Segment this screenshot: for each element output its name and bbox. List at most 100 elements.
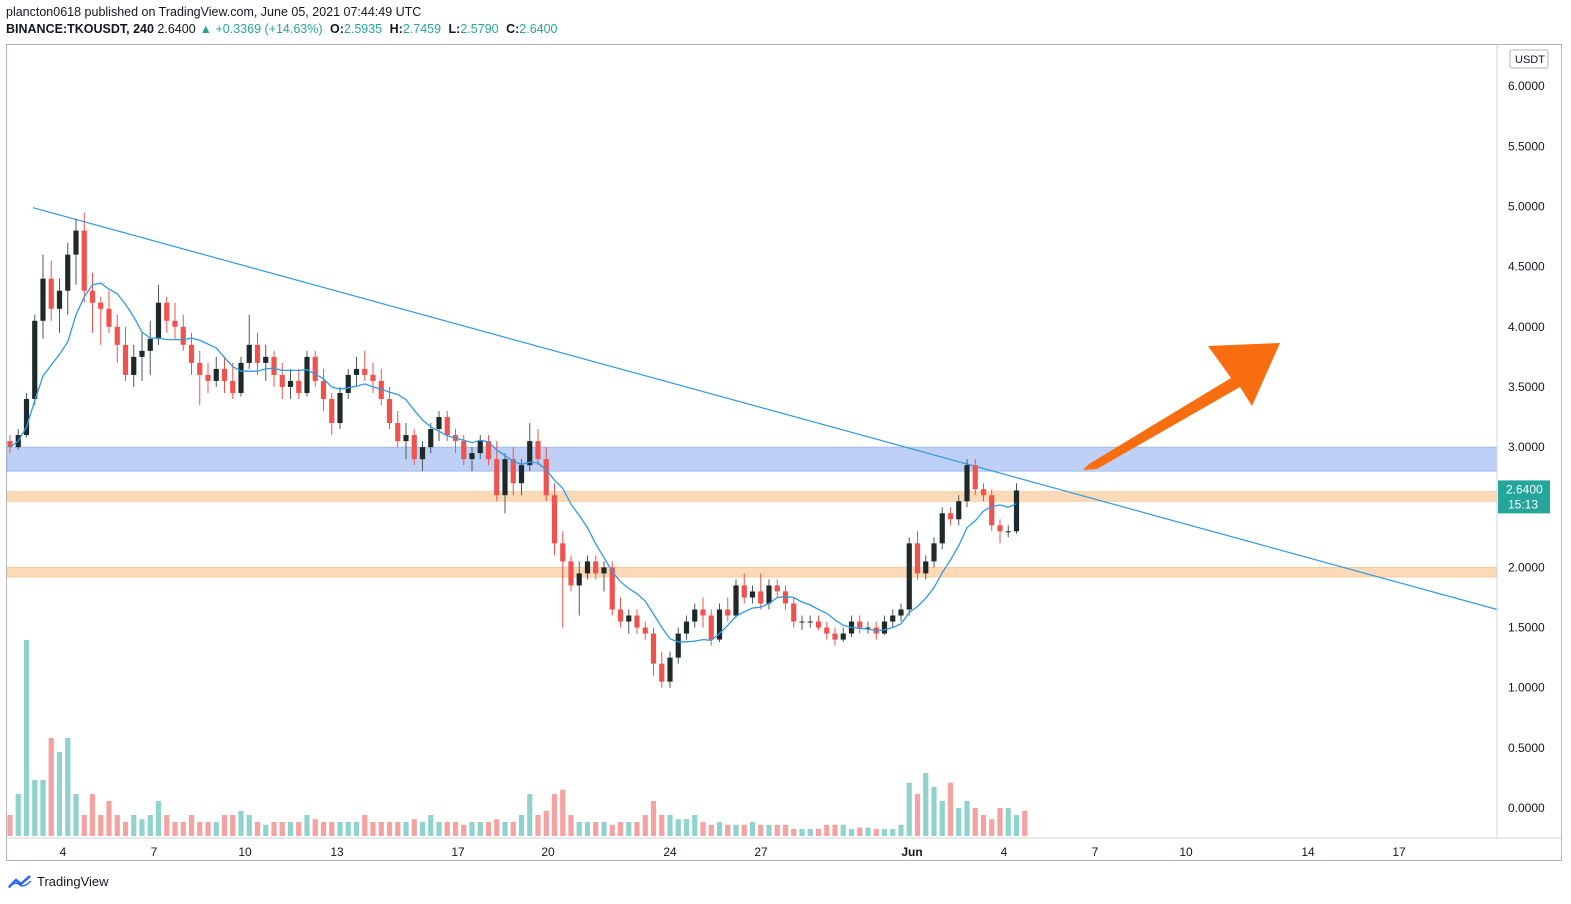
candle	[815, 615, 822, 630]
candle-body	[956, 501, 962, 520]
symbol-label[interactable]: BINANCE:TKOUSDT, 240	[6, 22, 154, 36]
volume-bar	[353, 822, 360, 836]
volume-bar	[386, 822, 393, 836]
volume-bar	[411, 819, 417, 836]
volume-bar	[312, 819, 318, 836]
candle-body	[164, 302, 170, 321]
high-value: 2.7459	[402, 22, 442, 36]
price-tick-label: 0.0000	[1508, 801, 1545, 815]
current-price-tag	[1498, 480, 1550, 514]
candle	[659, 651, 665, 688]
candle	[345, 368, 351, 399]
price-tick-label: 3.0000	[1508, 440, 1545, 454]
volume-bar	[964, 801, 970, 836]
volume-bar	[131, 815, 137, 836]
time-axis: 4 7 10 13 17 20 24 27 Jun 4 7 10 14 17	[7, 837, 1561, 859]
candle	[263, 344, 269, 381]
candle-body	[147, 338, 153, 351]
volume-bar	[1013, 815, 1020, 836]
candle-body	[766, 585, 772, 604]
volume-bar	[675, 819, 681, 836]
currency-badge	[1509, 49, 1549, 69]
candle-body	[32, 320, 38, 399]
candle	[601, 561, 607, 592]
candle	[213, 356, 219, 387]
volume-bar	[428, 815, 434, 836]
volume-bar	[535, 815, 541, 836]
volume-bar	[510, 822, 516, 836]
volume-bar	[320, 822, 327, 836]
candle-body	[700, 609, 706, 616]
footer-brand[interactable]: TradingView	[8, 874, 109, 889]
candle-body	[576, 573, 582, 586]
candle-body	[510, 459, 516, 484]
candle-body	[749, 591, 756, 598]
candle-body	[40, 278, 46, 321]
candle-body	[73, 230, 79, 255]
volume-bar	[122, 822, 129, 836]
candle	[7, 435, 13, 454]
candle-body	[865, 627, 871, 629]
time-tick-label: 27	[754, 845, 768, 859]
candle	[98, 296, 104, 345]
volume-bar	[815, 829, 822, 836]
candle-body	[667, 657, 673, 682]
volume-bar	[378, 822, 384, 836]
candle-body	[642, 627, 648, 634]
candle	[122, 326, 129, 381]
candle	[898, 603, 904, 622]
candle	[840, 627, 846, 642]
volume-bar	[230, 815, 236, 836]
candle	[378, 368, 384, 405]
candle	[436, 411, 442, 442]
candle	[931, 537, 937, 568]
open-label: O:	[330, 22, 344, 36]
candle-body	[527, 441, 533, 466]
volume-bar	[304, 815, 310, 836]
volume-bar	[956, 808, 962, 836]
candle-body	[81, 230, 87, 291]
zone-resistance-0	[6, 446, 1498, 472]
volume-bar	[997, 808, 1003, 836]
close-value: 2.6400	[519, 22, 558, 36]
candle-body	[213, 368, 219, 381]
price-tick-label: 5.5000	[1508, 139, 1545, 153]
candle-body	[758, 591, 764, 604]
candle-body	[914, 543, 921, 574]
candle-body	[329, 398, 335, 424]
time-tick-label: 10	[238, 845, 252, 859]
candle-body	[972, 465, 978, 490]
candle	[535, 429, 541, 466]
candle	[370, 362, 376, 393]
price-tick-label: 4.5000	[1508, 260, 1545, 274]
candle-body	[353, 368, 360, 375]
candle-body	[923, 561, 929, 574]
candle-body	[593, 561, 599, 574]
candle	[1013, 483, 1020, 534]
candle	[296, 368, 302, 399]
candle	[139, 332, 145, 381]
candle-body	[246, 344, 252, 363]
volume-bar	[263, 824, 269, 836]
candle	[494, 441, 500, 502]
volume-bar	[48, 738, 54, 836]
volume-bar	[890, 829, 896, 836]
candle	[1005, 525, 1011, 538]
candle-body	[601, 567, 607, 574]
volume-bar	[238, 810, 244, 836]
candle	[81, 212, 87, 303]
volume-bar	[89, 794, 96, 836]
candle	[147, 320, 153, 375]
volume-bar	[857, 827, 863, 836]
volume-bar	[824, 824, 830, 836]
candle	[230, 362, 236, 399]
volume-bar	[593, 822, 599, 836]
candle	[65, 242, 71, 315]
candle-body	[403, 435, 409, 442]
volume-bar	[403, 822, 409, 836]
candle-body	[221, 368, 228, 381]
tradingview-logo-icon	[8, 874, 32, 888]
volume-bar	[469, 822, 475, 836]
candle-body	[395, 423, 401, 442]
